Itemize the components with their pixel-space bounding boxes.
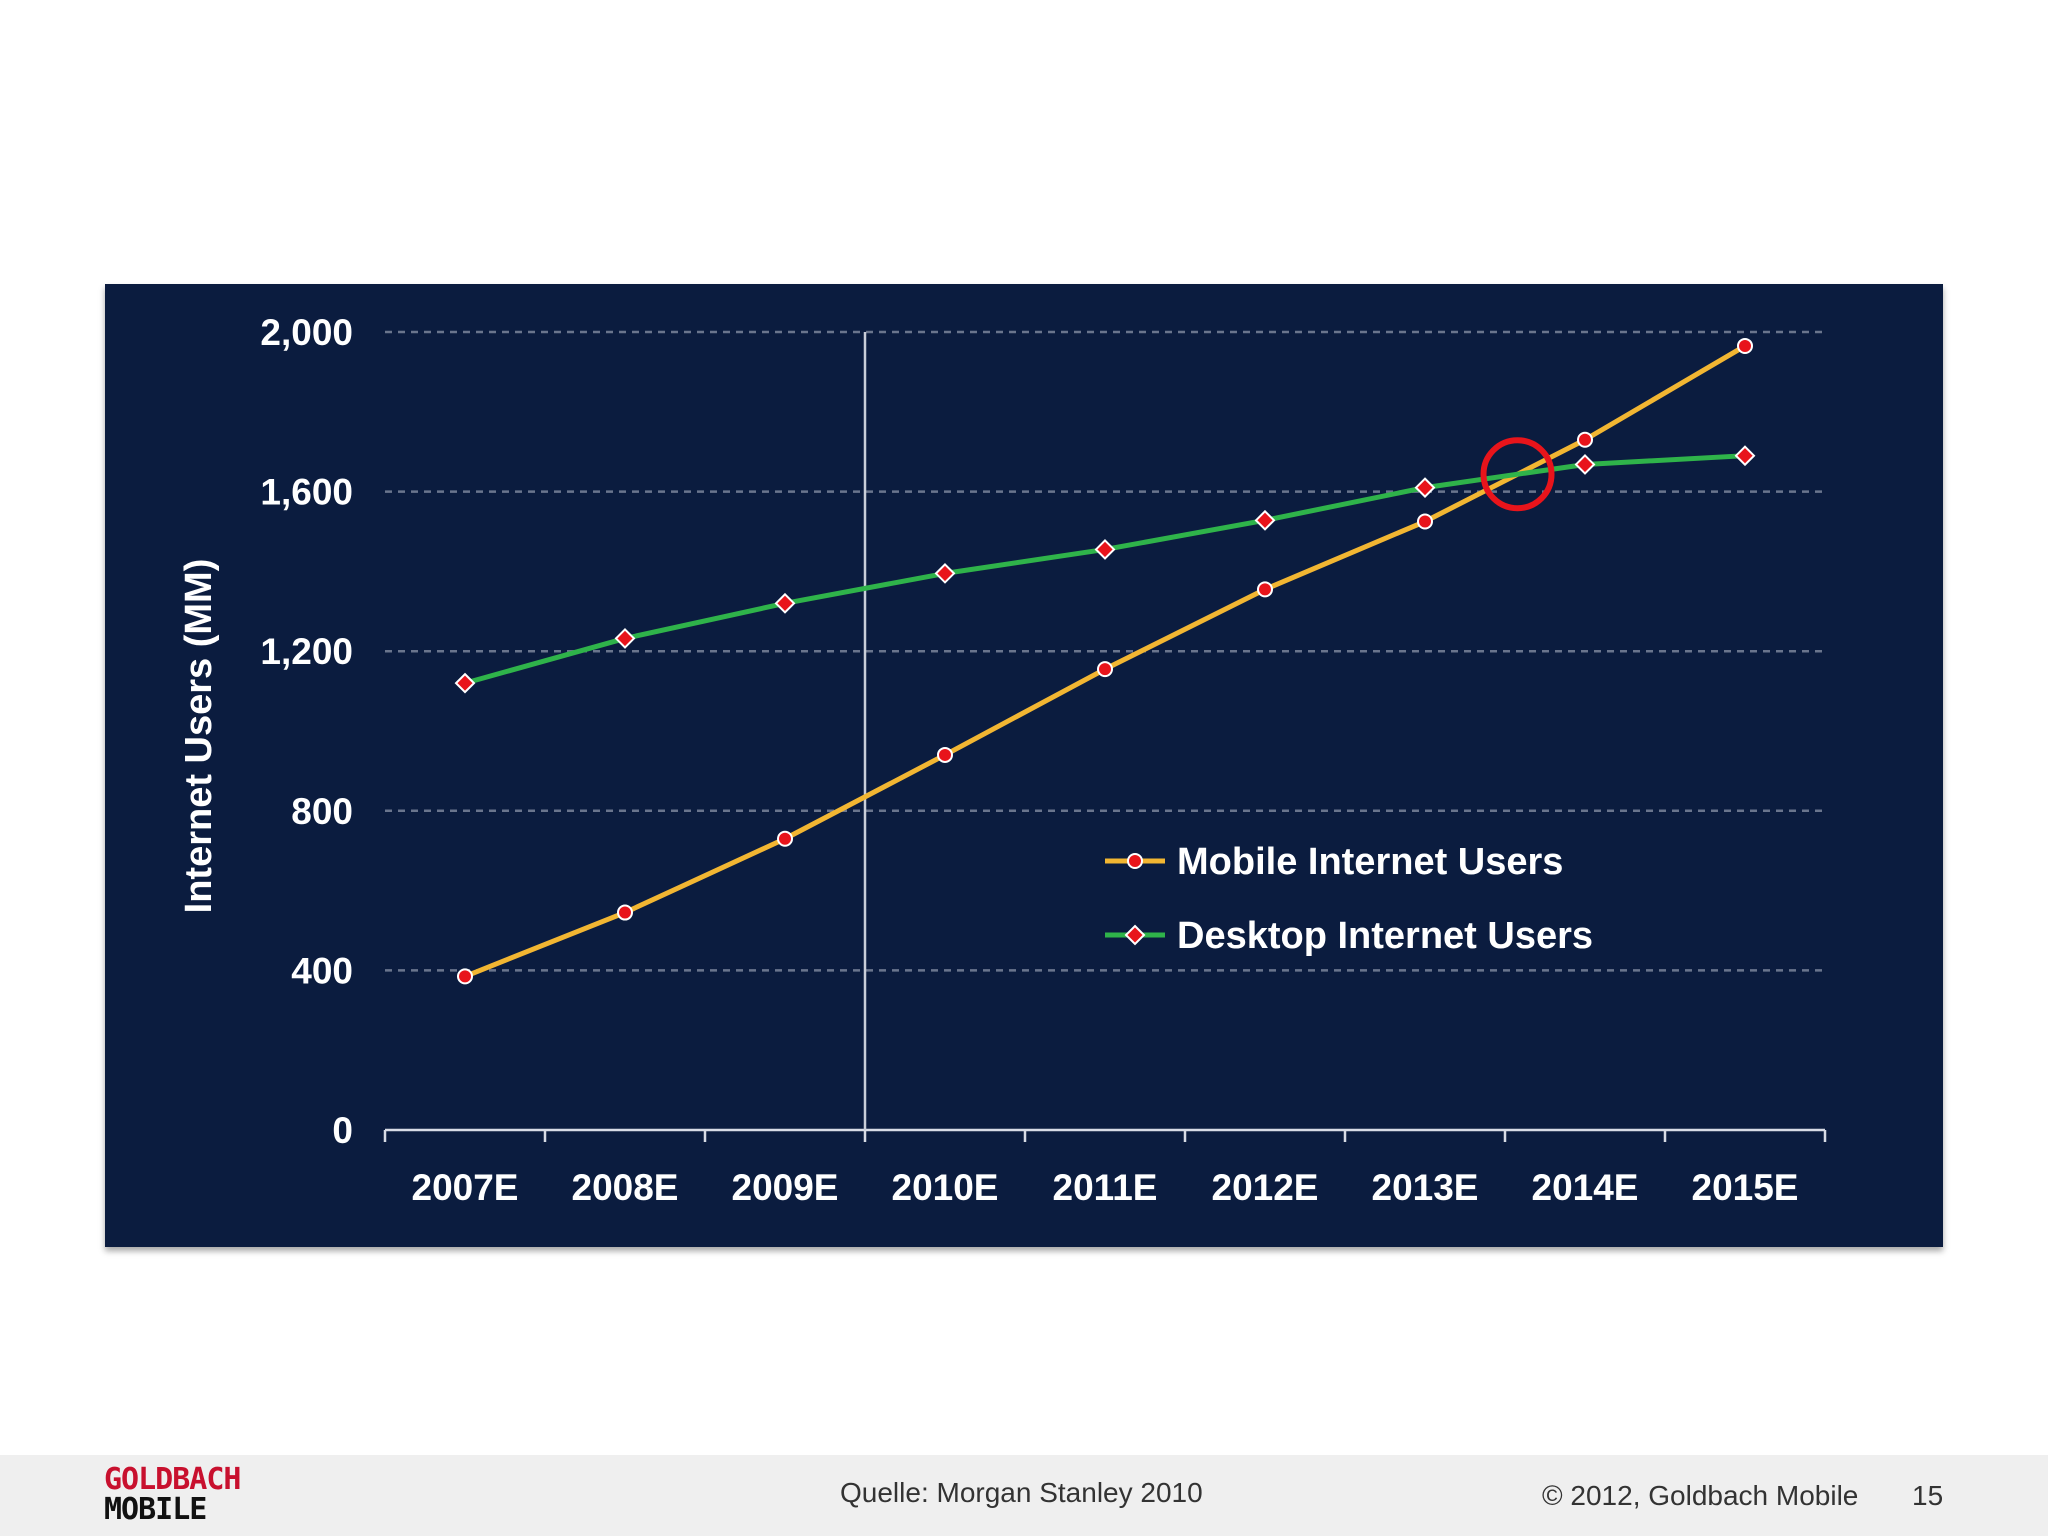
data-point (937, 746, 953, 763)
y-tick-label: 2,000 (260, 312, 353, 353)
series-line-2 (464, 453, 1746, 686)
source-note: Quelle: Morgan Stanley 2010 (840, 1477, 1203, 1508)
line-chart: 0 400 800 1,200 1,600 2,000 2007E 2008E 2009E 201… (178, 312, 1827, 1208)
grid-lines (385, 330, 1825, 972)
x-tick-label: 2011E (1053, 1167, 1158, 1208)
data-point (1094, 539, 1116, 560)
data-point (774, 592, 796, 614)
y-tick-label: 1,600 (260, 472, 353, 513)
x-tick-label: 2012E (1212, 1167, 1319, 1208)
annotations (1480, 437, 1555, 512)
x-tick-label: 2010E (892, 1167, 999, 1208)
legend-swatch-marker (1127, 853, 1143, 869)
data-point (1574, 454, 1596, 475)
data-point (1414, 477, 1436, 499)
copyright-note: © 2012, Goldbach Mobile (1542, 1480, 1859, 1511)
tick-labels: 0 400 800 1,200 1,600 2,000 2007E 2008E 2009E 201… (260, 312, 1798, 1208)
legend: Mobile Internet Users Desktop Internet Us… (1105, 841, 1593, 957)
y-tick-label: 0 (332, 1110, 353, 1151)
data-point (457, 968, 473, 985)
data-point (1254, 509, 1276, 531)
data-point (1257, 581, 1273, 598)
x-tick-label: 2013E (1372, 1167, 1479, 1208)
y-tick-label: 800 (291, 791, 353, 832)
data-point (1734, 445, 1756, 467)
logo-line-1: GOLDBACH (104, 1462, 241, 1497)
data-point (1737, 337, 1753, 354)
y-tick-label: 400 (291, 950, 353, 991)
data-point (1097, 661, 1113, 678)
legend-swatch-marker (1124, 924, 1146, 946)
footer: GOLDBACH MOBILE Quelle: Morgan Stanley 2… (0, 1455, 2048, 1536)
x-tick-label: 2009E (732, 1167, 839, 1208)
data-point (777, 830, 793, 847)
goldbach-logo: GOLDBACH MOBILE (104, 1465, 241, 1525)
x-tick-label: 2007E (412, 1167, 519, 1208)
axes (383, 332, 1827, 1142)
x-tick-label: 2015E (1692, 1167, 1799, 1208)
y-tick-label: 1,200 (260, 631, 353, 672)
data-point (617, 904, 633, 921)
data-point (454, 672, 476, 694)
crossover-highlight-circle (1480, 437, 1555, 512)
y-axis-label: Internet Users (MM) (178, 559, 220, 914)
legend-label: Desktop Internet Users (1177, 915, 1593, 957)
data-point (934, 562, 956, 584)
legend-label: Mobile Internet Users (1177, 841, 1563, 883)
x-tick-label: 2014E (1532, 1167, 1639, 1208)
chart-panel: 0 400 800 1,200 1,600 2,000 2007E 2008E 2009E 201… (105, 284, 1943, 1247)
x-tick-label: 2008E (572, 1167, 679, 1208)
page-number: 15 (1912, 1480, 1944, 1511)
logo-line-2: MOBILE (104, 1492, 207, 1527)
data-point (614, 628, 636, 649)
series-markers (454, 337, 1756, 985)
data-point (1417, 513, 1433, 530)
data-point (1577, 431, 1593, 448)
